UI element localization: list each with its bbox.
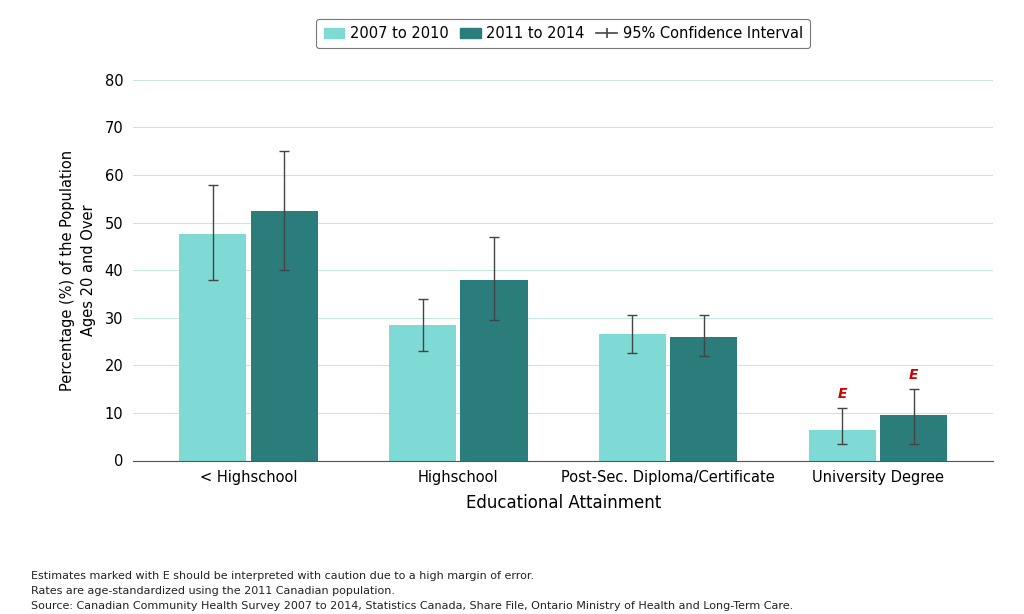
X-axis label: Educational Attainment: Educational Attainment	[466, 494, 660, 511]
Text: Estimates marked with E should be interpreted with caution due to a high margin : Estimates marked with E should be interp…	[31, 572, 793, 611]
Bar	[880, 415, 947, 460]
Bar	[599, 335, 666, 460]
Bar	[251, 211, 317, 460]
Bar	[670, 336, 737, 460]
Text: E: E	[909, 368, 919, 382]
Bar	[461, 280, 527, 460]
Bar	[809, 430, 876, 460]
Bar	[179, 235, 247, 460]
Text: E: E	[838, 387, 847, 401]
Legend: 2007 to 2010, 2011 to 2014, 95% Confidence Interval: 2007 to 2010, 2011 to 2014, 95% Confiden…	[316, 18, 810, 48]
Y-axis label: Percentage (%) of the Population
Ages 20 and Over: Percentage (%) of the Population Ages 20…	[60, 150, 96, 391]
Bar	[389, 325, 457, 460]
